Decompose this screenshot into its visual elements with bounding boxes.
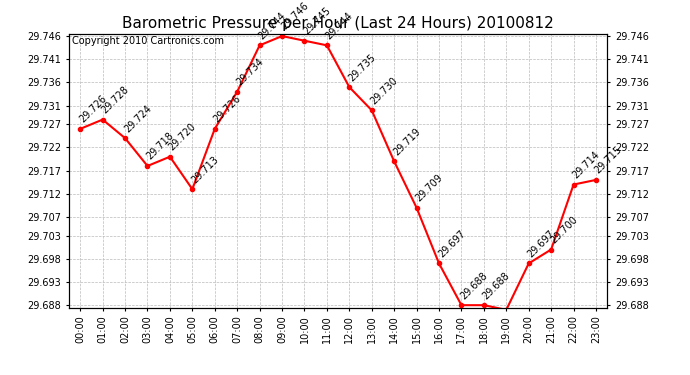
Text: 29.720: 29.720 bbox=[167, 122, 198, 153]
Text: 29.746: 29.746 bbox=[279, 1, 311, 32]
Text: 29.724: 29.724 bbox=[122, 103, 153, 134]
Text: 29.700: 29.700 bbox=[549, 214, 580, 245]
Text: 29.718: 29.718 bbox=[145, 131, 176, 162]
Text: 29.726: 29.726 bbox=[212, 94, 243, 125]
Text: 29.730: 29.730 bbox=[369, 75, 400, 106]
Text: 29.688: 29.688 bbox=[481, 270, 512, 301]
Text: 29.687: 29.687 bbox=[0, 374, 1, 375]
Text: 29.714: 29.714 bbox=[571, 149, 602, 180]
Text: 29.744: 29.744 bbox=[257, 10, 288, 41]
Text: 29.709: 29.709 bbox=[414, 172, 445, 204]
Text: 29.715: 29.715 bbox=[593, 145, 624, 176]
Text: 29.735: 29.735 bbox=[346, 52, 377, 83]
Text: 29.744: 29.744 bbox=[324, 10, 355, 41]
Text: 29.697: 29.697 bbox=[526, 228, 557, 259]
Title: Barometric Pressure per Hour (Last 24 Hours) 20100812: Barometric Pressure per Hour (Last 24 Ho… bbox=[122, 16, 554, 31]
Text: 29.726: 29.726 bbox=[77, 94, 108, 125]
Text: 29.734: 29.734 bbox=[235, 57, 266, 88]
Text: 29.713: 29.713 bbox=[190, 154, 221, 185]
Text: Copyright 2010 Cartronics.com: Copyright 2010 Cartronics.com bbox=[72, 36, 224, 46]
Text: 29.719: 29.719 bbox=[391, 126, 422, 157]
Text: 29.728: 29.728 bbox=[100, 84, 131, 116]
Text: 29.745: 29.745 bbox=[302, 5, 333, 36]
Text: 29.697: 29.697 bbox=[436, 228, 467, 259]
Text: 29.688: 29.688 bbox=[459, 270, 489, 301]
